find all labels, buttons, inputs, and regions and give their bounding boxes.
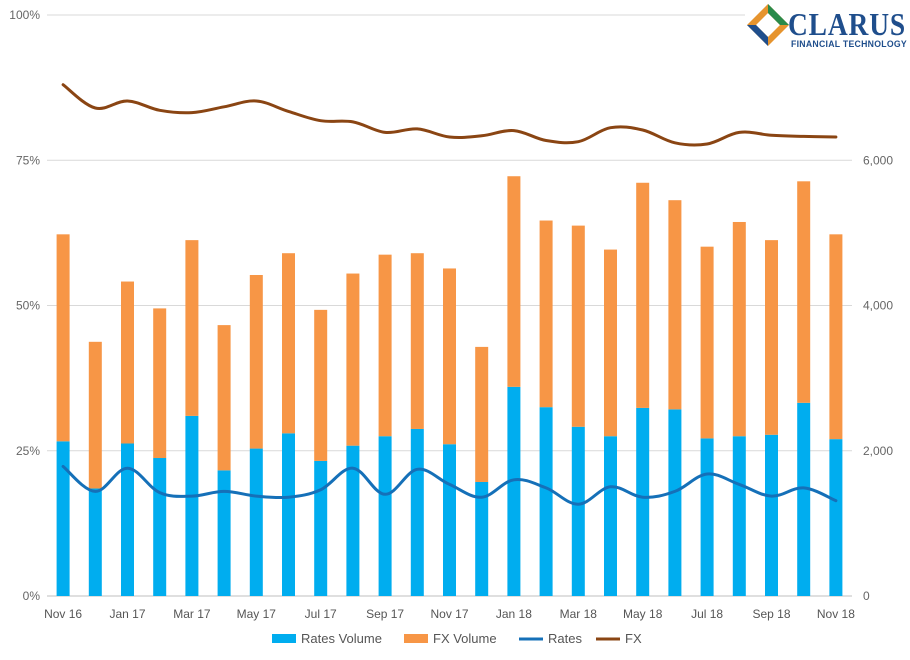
x-axis-tick-label: Sep 18 bbox=[752, 607, 790, 621]
x-axis: Nov 16 Jan 17 Mar 17 May 17 Jul 17 Sep 17 Nov … bbox=[44, 607, 855, 621]
x-axis-tick-label: Nov 18 bbox=[817, 607, 855, 621]
bar-rates-volume bbox=[539, 407, 553, 596]
bar-rates-volume bbox=[571, 426, 585, 596]
bar-fx-volume bbox=[443, 268, 456, 445]
bar-rates-volume bbox=[410, 428, 424, 596]
bar-rates-volume bbox=[153, 458, 167, 596]
bar-fx-volume bbox=[797, 181, 811, 403]
bar-rates-volume bbox=[475, 481, 489, 596]
bar-rates-volume bbox=[797, 402, 811, 596]
bar-rates-volume bbox=[378, 436, 392, 596]
bar-rates-volume bbox=[829, 439, 843, 596]
bar-fx-volume bbox=[700, 246, 714, 439]
x-axis-tick-label: Jan 17 bbox=[109, 607, 145, 621]
bar-fx-volume bbox=[282, 253, 295, 434]
bar-rates-volume bbox=[249, 448, 263, 596]
bars-layer bbox=[56, 176, 843, 596]
x-axis-tick-label: Mar 17 bbox=[173, 607, 211, 621]
bar-fx-volume bbox=[185, 240, 199, 416]
right-axis-tick-label: 6,000 bbox=[863, 153, 893, 167]
bar-fx-volume bbox=[765, 240, 778, 435]
bar-fx-volume bbox=[153, 308, 167, 459]
left-axis-tick-label: 50% bbox=[16, 299, 40, 313]
x-axis-tick-label: Jul 18 bbox=[691, 607, 723, 621]
bar-rates-volume bbox=[217, 470, 231, 596]
bar-fx-volume bbox=[732, 221, 746, 437]
x-axis-tick-label: Jul 17 bbox=[305, 607, 337, 621]
legend-label-rates-volume: Rates Volume bbox=[301, 631, 382, 646]
legend-label-fx-volume: FX Volume bbox=[433, 631, 497, 646]
bar-fx-volume bbox=[475, 346, 489, 482]
legend: Rates Volume FX Volume Rates FX bbox=[272, 631, 642, 646]
left-axis-tick-label: 75% bbox=[16, 153, 40, 167]
bar-rates-volume bbox=[346, 445, 360, 596]
bar-rates-volume bbox=[443, 444, 456, 596]
legend-label-rates: Rates bbox=[548, 631, 582, 646]
bar-fx-volume bbox=[636, 182, 650, 408]
bar-fx-volume bbox=[378, 254, 392, 437]
right-axis-tick-label: 0 bbox=[863, 589, 870, 603]
left-axis: 0% 25% 50% 75% 100% bbox=[9, 8, 40, 603]
line-rates bbox=[61, 464, 838, 506]
line-fx bbox=[61, 83, 838, 147]
bar-fx-volume bbox=[668, 200, 682, 410]
bar-rates-volume bbox=[604, 436, 617, 596]
x-axis-tick-label: Jan 18 bbox=[496, 607, 532, 621]
legend-swatch-fx-volume bbox=[404, 634, 428, 643]
right-axis-tick-label: 2,000 bbox=[863, 444, 893, 458]
x-axis-tick-label: May 18 bbox=[623, 607, 663, 621]
logo-wordmark: CLARUS bbox=[788, 6, 906, 42]
clarus-logo: CLARUS FINANCIAL TECHNOLOGY bbox=[745, 4, 907, 54]
bar-rates-volume bbox=[668, 409, 682, 596]
bar-fx-volume bbox=[249, 274, 263, 449]
bar-rates-volume bbox=[282, 433, 295, 596]
bar-rates-volume bbox=[732, 436, 746, 596]
bar-fx-volume bbox=[539, 220, 553, 408]
x-axis-tick-label: Sep 17 bbox=[366, 607, 404, 621]
legend-label-fx: FX bbox=[625, 631, 642, 646]
bar-rates-volume bbox=[507, 386, 521, 596]
bar-fx-volume bbox=[88, 341, 102, 489]
bar-rates-volume bbox=[765, 434, 778, 596]
clarus-diamond-icon bbox=[747, 4, 789, 46]
left-axis-tick-label: 25% bbox=[16, 444, 40, 458]
left-axis-tick-label: 0% bbox=[23, 589, 41, 603]
bar-fx-volume bbox=[571, 225, 585, 427]
logo-tagline: FINANCIAL TECHNOLOGY bbox=[791, 39, 907, 50]
bar-rates-volume bbox=[121, 443, 134, 596]
x-axis-tick-label: May 17 bbox=[237, 607, 277, 621]
bar-rates-volume bbox=[314, 460, 328, 596]
bar-fx-volume bbox=[121, 281, 134, 444]
bar-rates-volume bbox=[700, 438, 714, 596]
left-axis-tick-label: 100% bbox=[9, 8, 40, 22]
right-axis-tick-label: 4,000 bbox=[863, 299, 893, 313]
bar-rates-volume bbox=[56, 441, 70, 596]
bar-fx-volume bbox=[507, 176, 521, 387]
bar-fx-volume bbox=[604, 249, 617, 437]
bar-fx-volume bbox=[314, 309, 328, 461]
bar-rates-volume bbox=[88, 488, 102, 596]
x-axis-tick-label: Nov 17 bbox=[430, 607, 468, 621]
x-axis-tick-label: Nov 16 bbox=[44, 607, 82, 621]
bar-rates-volume bbox=[636, 407, 650, 596]
x-axis-tick-label: Mar 18 bbox=[560, 607, 598, 621]
bar-fx-volume bbox=[829, 234, 843, 440]
bar-rates-volume bbox=[185, 415, 199, 596]
bar-fx-volume bbox=[217, 325, 231, 471]
bar-fx-volume bbox=[346, 273, 360, 446]
lines-layer bbox=[61, 83, 838, 506]
bar-fx-volume bbox=[56, 234, 70, 442]
legend-swatch-rates-volume bbox=[272, 634, 296, 643]
bar-fx-volume bbox=[410, 253, 424, 429]
